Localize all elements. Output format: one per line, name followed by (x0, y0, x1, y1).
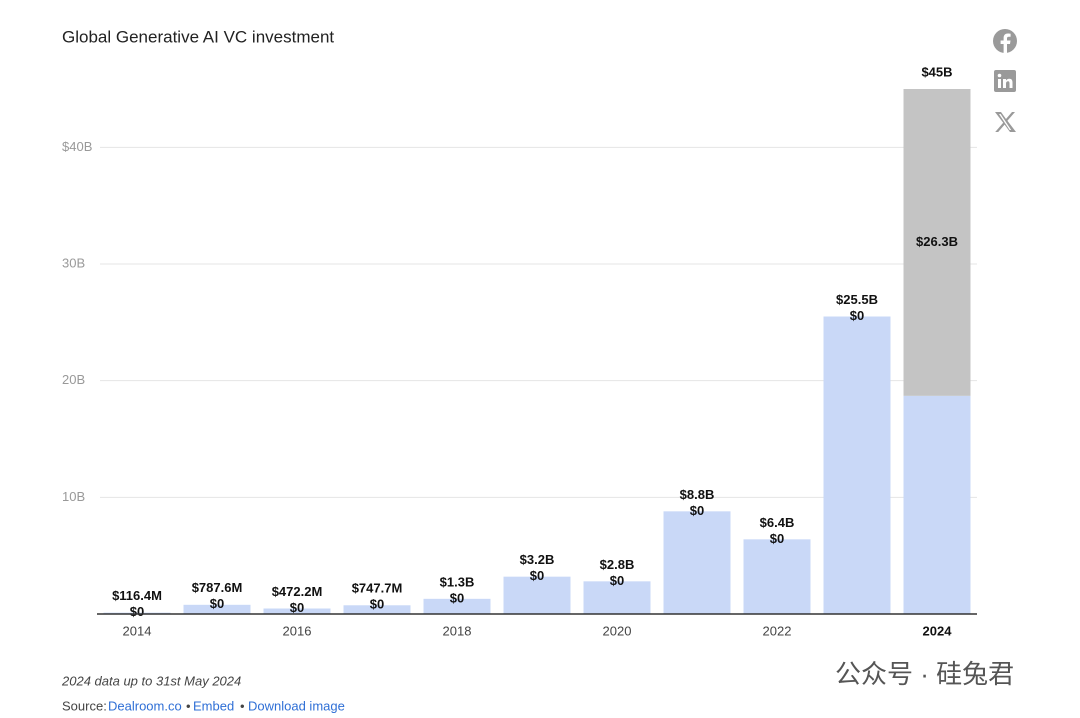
value-label: $0 (130, 604, 144, 619)
total-label: $3.2B (520, 552, 555, 567)
separator: • (186, 698, 191, 713)
footnote: 2024 data up to 31st May 2024 (61, 673, 241, 688)
value-label: $0 (290, 600, 304, 615)
chart-title: Global Generative AI VC investment (62, 27, 334, 46)
total-label: $747.7M (352, 581, 403, 596)
source-label: Source: (62, 698, 107, 713)
x-tick-label: 2022 (763, 623, 792, 638)
value-label: $0 (370, 597, 384, 612)
value-label: $0 (210, 596, 224, 611)
x-tick-label: 2014 (123, 623, 152, 638)
share-icons (993, 29, 1017, 132)
bar-segment (583, 581, 651, 614)
value-label: $0 (690, 503, 704, 518)
total-label: $472.2M (272, 584, 323, 599)
value-label: $0 (610, 573, 624, 588)
y-tick-label: $40B (62, 139, 92, 154)
y-tick-label: 20B (62, 372, 85, 387)
linkedin-icon[interactable] (994, 70, 1016, 92)
total-label: $116.4M (112, 588, 162, 603)
facebook-icon[interactable] (993, 29, 1017, 53)
bar-segment (743, 539, 811, 614)
total-label: $25.5B (836, 292, 878, 307)
value-label: $0 (530, 568, 544, 583)
total-label: $2.8B (600, 557, 635, 572)
download-link[interactable]: Download image (248, 698, 345, 713)
total-label: $787.6M (192, 580, 243, 595)
x-tick-label: 2016 (283, 623, 312, 638)
bar-segment (903, 89, 971, 396)
x-icon[interactable] (995, 112, 1016, 132)
x-tick-label: 2018 (443, 623, 472, 638)
bar-segment (903, 395, 971, 614)
x-tick-label: 2020 (603, 623, 632, 638)
embed-link[interactable]: Embed (193, 698, 234, 713)
bar-segment (823, 316, 891, 614)
y-tick-label: 30B (62, 255, 85, 270)
bar-segment (503, 576, 571, 614)
value-label: $0 (850, 308, 864, 323)
bar-segment (263, 608, 331, 614)
x-tick-label: 2024 (923, 623, 953, 638)
bar-segment (343, 605, 411, 614)
bar-segment (663, 511, 731, 614)
total-label: $1.3B (440, 574, 475, 589)
watermark: 公众号 · 硅兔君 (835, 659, 1014, 689)
total-label: $8.8B (680, 487, 715, 502)
separator: • (240, 698, 245, 713)
value-label: $0 (450, 590, 464, 605)
source-link[interactable]: Dealroom.co (108, 698, 182, 713)
bar-segment (183, 604, 251, 614)
value-label: $26.3B (916, 234, 958, 249)
value-label: $0 (770, 531, 784, 546)
total-label: $45B (921, 64, 952, 79)
y-tick-label: 10B (62, 489, 85, 504)
total-label: $6.4B (760, 515, 795, 530)
bar-segment (423, 598, 491, 614)
